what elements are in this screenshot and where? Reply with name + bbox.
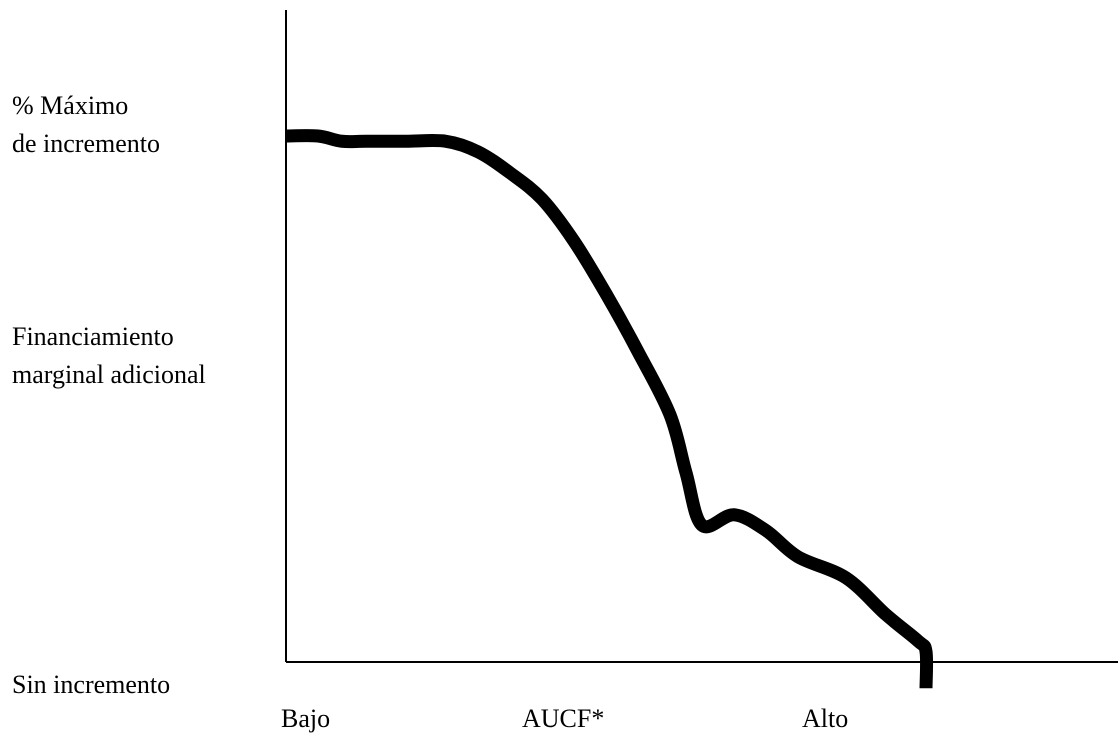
y-label-none: Sin incremento: [12, 670, 171, 699]
x-tick-label-bajo: Bajo: [281, 704, 331, 733]
y-label-maximum: % Máximo de incremento: [12, 87, 272, 163]
y-label-marginal: Financiamiento marginal adicional: [12, 318, 272, 394]
y-label-marginal-line1: Financiamiento: [12, 322, 174, 351]
series-line: [285, 129, 934, 689]
y-label-marginal-line2: marginal adicional: [12, 360, 206, 389]
x-tick-label-alto: Alto: [802, 704, 849, 733]
y-label-maximum-line1: % Máximo: [12, 91, 129, 120]
x-tick-label-aucf: AUCF*: [522, 704, 605, 733]
y-label-maximum-line2: de incremento: [12, 129, 160, 158]
